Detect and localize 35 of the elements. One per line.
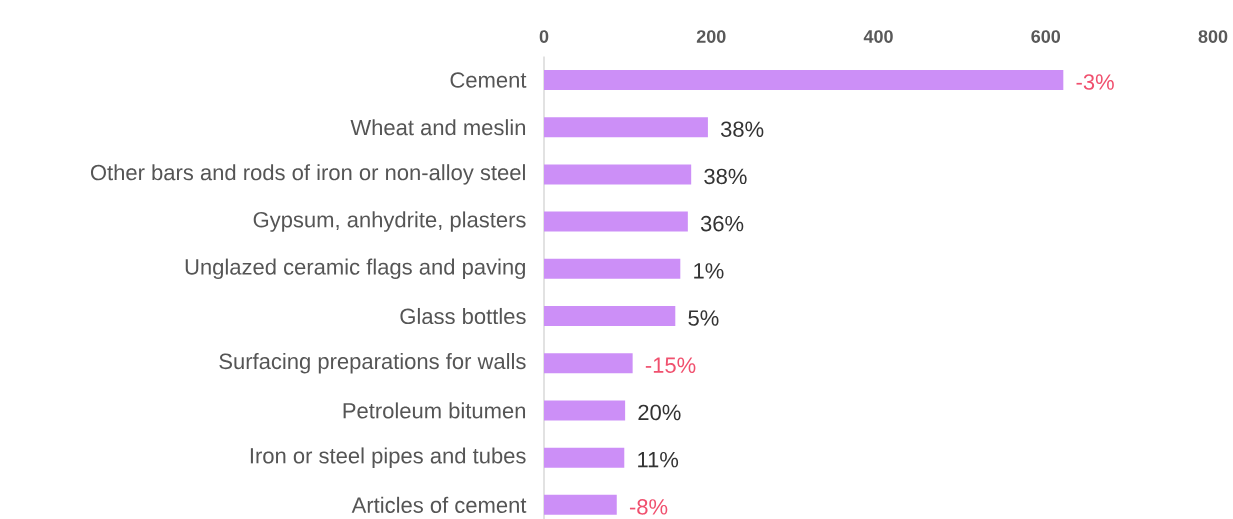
y-tick-label: Articles of cement xyxy=(351,496,527,513)
y-tick-label: Surfacing preparations for walls xyxy=(219,352,526,374)
annotation: 38% xyxy=(720,121,764,138)
bar xyxy=(544,70,1064,91)
y-tick-label: Cement xyxy=(450,72,527,88)
y-tick-label: Gypsum, anhydrite, plasters xyxy=(253,211,526,232)
annotation: 5% xyxy=(688,310,719,326)
y-tick-label: Other bars and rods of iron or non-alloy steel xyxy=(90,164,525,185)
y-tick-label: Wheat and meslin xyxy=(350,119,526,136)
annotation: 20% xyxy=(638,404,681,421)
bar xyxy=(544,164,692,185)
bar xyxy=(544,494,617,515)
x-tick-label: 600 xyxy=(1031,30,1061,43)
bar xyxy=(544,117,708,138)
bar xyxy=(544,400,626,421)
annotation: 36% xyxy=(700,215,744,232)
annotation: 11% xyxy=(638,451,679,468)
bar xyxy=(544,258,681,279)
annotation: -8% xyxy=(629,499,668,515)
annotation: 1% xyxy=(694,263,724,279)
y-tick-label: Unglazed ceramic flags and paving xyxy=(185,258,525,280)
y-tick-label: Petroleum bitumen xyxy=(343,402,526,419)
annotation: 38% xyxy=(704,168,747,185)
bar xyxy=(544,211,688,232)
x-tick-label: 800 xyxy=(1198,30,1228,43)
x-tick-label: 200 xyxy=(696,30,726,43)
y-tick-label: Iron or steel pipes and tubes xyxy=(250,447,526,468)
bar xyxy=(544,447,625,468)
x-tick-label: 400 xyxy=(863,30,893,43)
annotation: -15% xyxy=(645,357,696,373)
y-tick-label: Glass bottles xyxy=(400,307,526,325)
bar xyxy=(544,353,633,374)
x-tick-label: 0 xyxy=(539,30,549,43)
bar xyxy=(544,306,676,327)
annotation: -3% xyxy=(1076,74,1114,90)
